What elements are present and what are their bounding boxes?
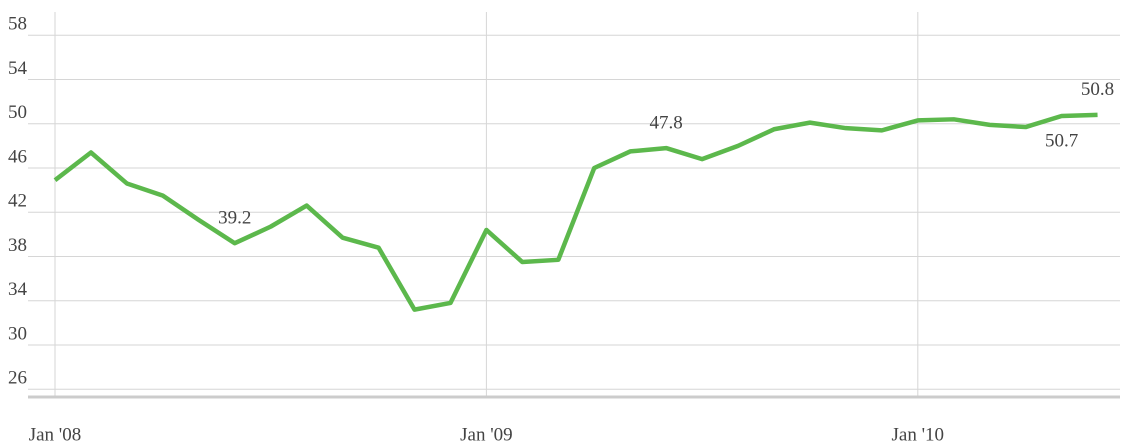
data-label: 50.7: [1045, 130, 1078, 151]
y-tick-label: 58: [8, 14, 27, 35]
data-label: 47.8: [650, 112, 683, 133]
y-tick-label: 42: [8, 191, 27, 212]
y-tick-label: 46: [8, 146, 27, 167]
data-label: 50.8: [1081, 79, 1114, 100]
data-line: [53, 112, 1098, 312]
y-tick-label: 50: [8, 102, 27, 123]
x-tick-label: Jan '08: [29, 424, 82, 445]
y-tick-label: 54: [8, 58, 28, 79]
y-tick-label: 34: [8, 279, 28, 300]
y-tick-label: 30: [8, 323, 27, 344]
x-tick-label: Jan '09: [460, 424, 513, 445]
x-tick-label: Jan '10: [892, 424, 945, 445]
data-label: 39.2: [218, 208, 251, 229]
y-tick-label: 26: [8, 368, 27, 389]
y-tick-label: 38: [8, 235, 27, 256]
